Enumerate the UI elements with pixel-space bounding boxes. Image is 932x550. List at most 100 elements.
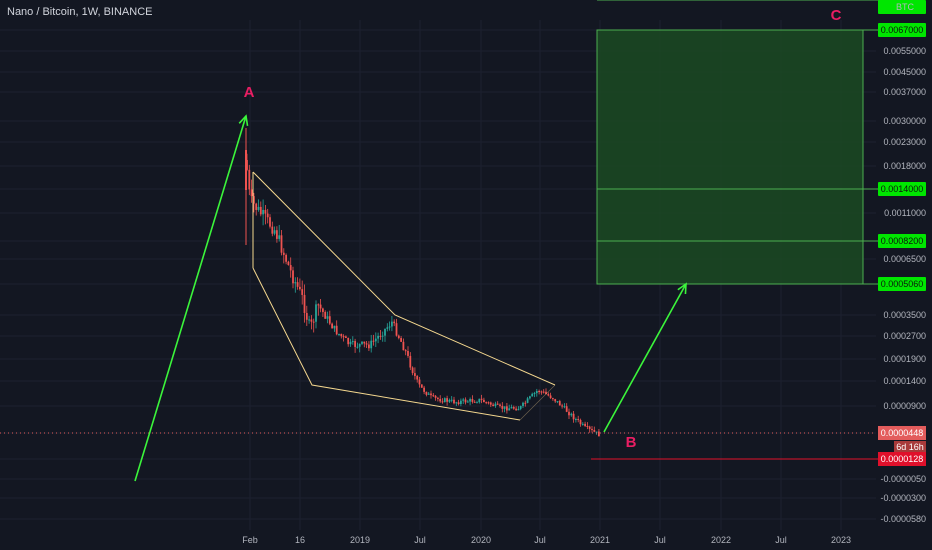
target-level-tag-label: 0.0028000 — [881, 0, 924, 2]
candle-body — [285, 254, 287, 262]
candle — [556, 401, 559, 404]
candle-body — [379, 335, 382, 337]
x-tick-label: 2020 — [471, 535, 491, 545]
candle-body — [450, 399, 453, 401]
candle — [496, 401, 499, 405]
candle-body — [269, 217, 271, 227]
candle — [529, 395, 531, 400]
candle-body — [345, 336, 347, 338]
candle-body — [434, 395, 437, 398]
candle-body — [443, 398, 446, 403]
candle-body — [273, 230, 276, 234]
candle-body — [280, 235, 283, 253]
candle-body — [425, 391, 428, 395]
candle-body — [333, 325, 336, 329]
x-tick-label: Feb — [242, 535, 258, 545]
candle — [255, 202, 258, 216]
candle-body — [487, 402, 490, 404]
candle — [542, 389, 545, 394]
candle-body — [554, 399, 557, 402]
target-level-tag: 0.0067000 — [878, 23, 926, 37]
candle-body — [370, 340, 373, 349]
y-tick-label: -0.0000580 — [880, 514, 926, 524]
candle — [572, 410, 575, 423]
candle — [287, 260, 290, 266]
candle-body — [264, 209, 267, 214]
candle-body — [361, 341, 363, 344]
x-tick-label: Jul — [534, 535, 546, 545]
candle-body — [457, 402, 460, 405]
y-tick-label: 0.0018000 — [883, 161, 926, 171]
candle — [358, 343, 361, 353]
candle — [446, 395, 448, 406]
candle-body — [420, 384, 423, 388]
candle-body — [558, 401, 561, 406]
y-tick-label: 0.0002700 — [883, 331, 926, 341]
candle — [462, 397, 465, 405]
stop-level-tag: 0.0000128 — [878, 452, 926, 466]
candle-body — [538, 391, 540, 393]
candle-body — [289, 265, 292, 271]
y-tick-label: 0.0045000 — [883, 67, 926, 77]
candle — [303, 284, 306, 323]
candle-body — [377, 335, 379, 339]
candle-body — [326, 316, 329, 319]
y-tick-label: 0.0003500 — [883, 310, 926, 320]
candle — [485, 401, 488, 405]
candle — [460, 398, 462, 407]
candle-body — [324, 311, 327, 319]
candle-body — [335, 325, 338, 335]
candle-body — [404, 350, 407, 352]
candle-body — [448, 399, 451, 402]
candle — [400, 336, 402, 342]
candle — [282, 248, 285, 264]
wedge-right-edge — [519, 384, 556, 421]
candle-body — [508, 408, 511, 411]
candle-body — [489, 402, 492, 405]
candle — [478, 398, 481, 404]
candle — [368, 341, 370, 351]
candle — [365, 341, 368, 348]
time-axis[interactable]: Feb 16 2019 Jul 2020 Jul 2021 Jul 2022 Jul 2023 — [242, 535, 851, 545]
candle — [423, 385, 425, 395]
price-axis[interactable]: 0.0055000 0.0045000 0.0037000 0.0030000 0.00… — [878, 0, 926, 524]
candle-body — [271, 226, 274, 234]
candle — [308, 315, 310, 324]
candle — [575, 417, 577, 423]
candle-body — [312, 321, 315, 323]
candle-body — [331, 323, 333, 329]
x-tick-label: 2023 — [831, 535, 851, 545]
y-tick-label: 0.0037000 — [883, 87, 926, 97]
candle-body — [572, 413, 575, 420]
target-level-tag: 0.0005060 — [878, 277, 926, 291]
countdown-tag-label: 6d 16h — [896, 442, 924, 452]
candle — [420, 384, 423, 388]
candle-body — [588, 426, 591, 429]
candle-body — [575, 419, 577, 421]
candle-body — [347, 337, 350, 345]
candle-body — [363, 341, 366, 344]
candle — [266, 208, 269, 224]
candle — [524, 400, 527, 407]
candle — [418, 376, 421, 388]
target-level-tag: 0.0008200 — [878, 234, 926, 248]
candle — [584, 421, 586, 427]
candle — [515, 406, 517, 411]
candle-body — [358, 343, 361, 347]
countdown-tag-bg — [894, 441, 926, 453]
candle-body — [411, 367, 414, 374]
candle — [522, 401, 524, 409]
candle-body — [351, 341, 354, 343]
candle — [345, 335, 347, 338]
candle — [586, 422, 589, 430]
candle — [430, 390, 432, 399]
candle-body — [478, 398, 481, 403]
candle-body — [349, 341, 352, 345]
candle-body — [317, 304, 320, 306]
target-zone — [596, 0, 880, 285]
candle — [404, 349, 407, 356]
candle — [476, 400, 478, 404]
candle — [264, 204, 267, 225]
candle — [372, 334, 375, 346]
candle — [407, 346, 409, 358]
